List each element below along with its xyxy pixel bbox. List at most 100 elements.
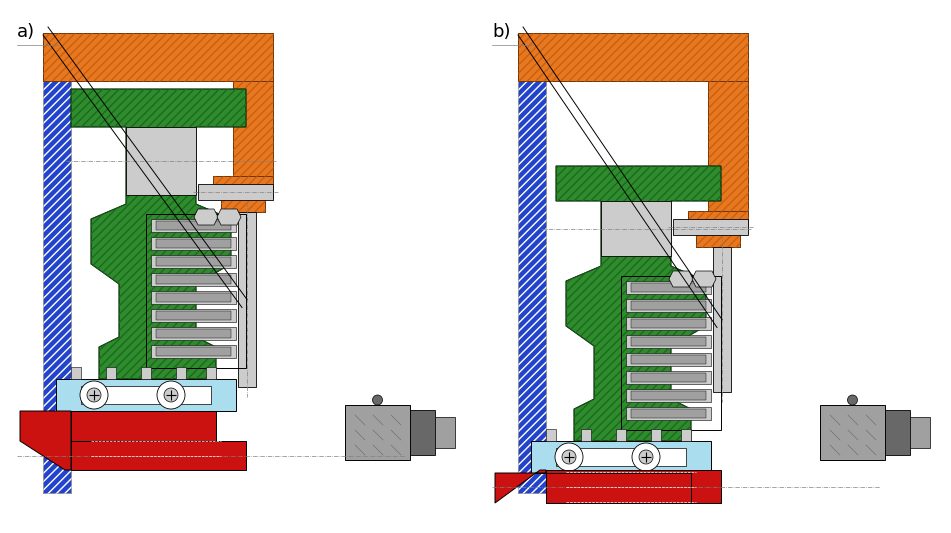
Bar: [546, 470, 721, 503]
Polygon shape: [217, 209, 241, 225]
Bar: [106, 367, 116, 379]
Circle shape: [80, 381, 108, 409]
Circle shape: [562, 450, 576, 464]
Bar: [151, 345, 236, 358]
Text: b): b): [492, 23, 511, 41]
Circle shape: [87, 388, 101, 402]
Bar: [43, 33, 273, 81]
Circle shape: [157, 381, 185, 409]
Bar: [151, 273, 236, 286]
Bar: [156, 221, 231, 230]
Bar: [151, 327, 236, 340]
Bar: [631, 409, 706, 418]
Bar: [616, 429, 626, 441]
Bar: [631, 283, 706, 292]
Bar: [518, 33, 546, 493]
Bar: [626, 407, 711, 420]
Circle shape: [164, 388, 178, 402]
Bar: [885, 410, 910, 455]
Polygon shape: [194, 209, 218, 225]
Bar: [151, 255, 236, 268]
Bar: [626, 335, 711, 348]
Bar: [71, 367, 81, 379]
Circle shape: [373, 395, 382, 405]
Bar: [151, 237, 236, 250]
Polygon shape: [669, 271, 693, 287]
Polygon shape: [692, 271, 716, 287]
Bar: [156, 239, 231, 248]
Circle shape: [847, 395, 858, 405]
Bar: [631, 373, 706, 382]
Bar: [673, 219, 748, 235]
Bar: [233, 81, 273, 176]
Bar: [410, 410, 435, 455]
Bar: [156, 311, 231, 320]
Bar: [696, 233, 740, 247]
Bar: [435, 417, 455, 448]
Bar: [146, 214, 246, 368]
Text: a): a): [17, 23, 35, 41]
Bar: [626, 299, 711, 312]
Bar: [631, 337, 706, 346]
Circle shape: [639, 450, 653, 464]
Bar: [81, 386, 211, 404]
Polygon shape: [556, 166, 721, 441]
Bar: [651, 429, 661, 441]
Bar: [198, 184, 273, 200]
Bar: [156, 347, 231, 356]
Bar: [626, 281, 711, 294]
Polygon shape: [20, 411, 71, 470]
Bar: [621, 276, 721, 430]
Bar: [43, 33, 71, 493]
Bar: [176, 367, 186, 379]
Polygon shape: [495, 470, 546, 503]
Bar: [213, 176, 273, 198]
Bar: [631, 391, 706, 400]
Bar: [151, 219, 236, 232]
Bar: [708, 81, 748, 211]
Circle shape: [632, 443, 660, 471]
Bar: [601, 201, 671, 256]
Bar: [910, 417, 930, 448]
Bar: [518, 33, 748, 81]
Bar: [56, 379, 236, 411]
Bar: [626, 317, 711, 330]
Bar: [156, 293, 231, 302]
Bar: [221, 198, 265, 212]
Bar: [708, 81, 748, 211]
Bar: [233, 81, 273, 176]
Bar: [820, 405, 885, 460]
Bar: [581, 429, 591, 441]
Bar: [626, 389, 711, 402]
Bar: [518, 33, 546, 493]
Bar: [631, 319, 706, 328]
Circle shape: [555, 443, 583, 471]
Bar: [151, 309, 236, 322]
Bar: [688, 211, 748, 233]
Bar: [626, 353, 711, 366]
Polygon shape: [71, 89, 246, 379]
Bar: [631, 301, 706, 310]
Bar: [713, 247, 731, 392]
Bar: [631, 355, 706, 364]
Bar: [71, 411, 216, 441]
Bar: [43, 33, 273, 81]
Bar: [151, 291, 236, 304]
Bar: [518, 33, 748, 81]
Bar: [345, 405, 410, 460]
Bar: [696, 233, 740, 247]
Bar: [531, 441, 711, 473]
Bar: [681, 429, 691, 441]
Bar: [156, 275, 231, 284]
Bar: [126, 127, 196, 195]
Bar: [156, 257, 231, 266]
Bar: [43, 33, 71, 493]
Bar: [688, 211, 748, 233]
Bar: [626, 371, 711, 384]
Bar: [206, 367, 216, 379]
Bar: [556, 448, 686, 466]
Bar: [213, 176, 273, 198]
Bar: [238, 212, 256, 387]
Bar: [546, 429, 556, 441]
Bar: [546, 473, 691, 503]
